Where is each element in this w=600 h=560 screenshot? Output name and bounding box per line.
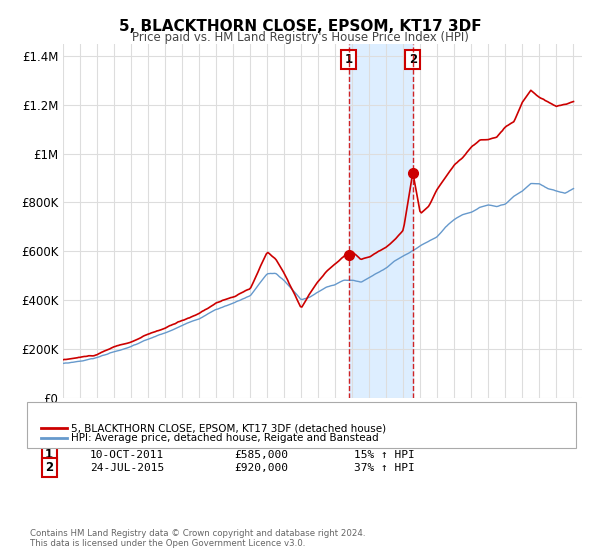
Text: Contains HM Land Registry data © Crown copyright and database right 2024.: Contains HM Land Registry data © Crown c… — [30, 529, 365, 538]
Text: Price paid vs. HM Land Registry's House Price Index (HPI): Price paid vs. HM Land Registry's House … — [131, 31, 469, 44]
Text: 2: 2 — [409, 53, 417, 66]
Text: 5, BLACKTHORN CLOSE, EPSOM, KT17 3DF: 5, BLACKTHORN CLOSE, EPSOM, KT17 3DF — [119, 19, 481, 34]
Text: £585,000: £585,000 — [234, 450, 288, 460]
Text: HPI: Average price, detached house, Reigate and Banstead: HPI: Average price, detached house, Reig… — [71, 433, 379, 443]
Text: 15% ↑ HPI: 15% ↑ HPI — [354, 450, 415, 460]
Text: 1: 1 — [45, 448, 53, 461]
Text: 10-OCT-2011: 10-OCT-2011 — [90, 450, 164, 460]
Text: 5, BLACKTHORN CLOSE, EPSOM, KT17 3DF (detached house): 5, BLACKTHORN CLOSE, EPSOM, KT17 3DF (de… — [71, 423, 386, 433]
Text: 2: 2 — [45, 461, 53, 474]
Text: This data is licensed under the Open Government Licence v3.0.: This data is licensed under the Open Gov… — [30, 539, 305, 548]
Text: 1: 1 — [344, 53, 353, 66]
Text: 37% ↑ HPI: 37% ↑ HPI — [354, 463, 415, 473]
Bar — [349, 44, 413, 398]
Text: 24-JUL-2015: 24-JUL-2015 — [90, 463, 164, 473]
Text: £920,000: £920,000 — [234, 463, 288, 473]
